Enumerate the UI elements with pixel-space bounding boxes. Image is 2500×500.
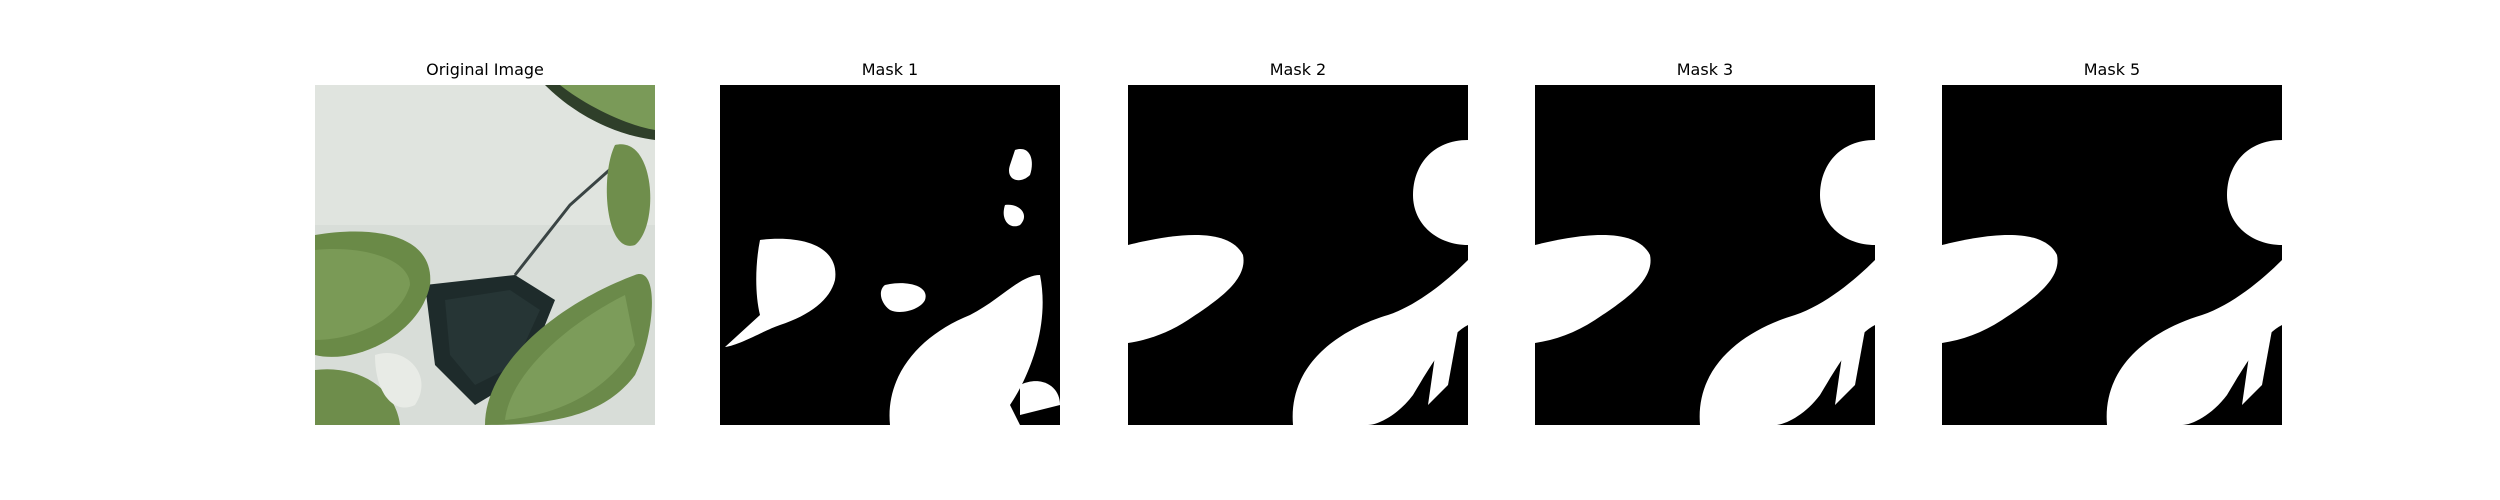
mask-1-illustration xyxy=(720,85,1060,425)
mask-3-illustration xyxy=(1535,85,1875,425)
mask-5-illustration xyxy=(1942,85,2282,425)
mask-3-image xyxy=(1535,85,1875,425)
panel-title: Mask 2 xyxy=(1269,60,1327,79)
panel-title: Mask 5 xyxy=(2083,60,2141,79)
panel-title: Mask 1 xyxy=(861,60,919,79)
mask-1-image xyxy=(720,85,1060,425)
original-photo-illustration xyxy=(315,85,655,425)
mask-2-image xyxy=(1128,85,1468,425)
mask-5-image xyxy=(1942,85,2282,425)
panel-title: Mask 3 xyxy=(1676,60,1734,79)
mask-2-illustration xyxy=(1128,85,1468,425)
original-image xyxy=(315,85,655,425)
panel-title: Original Image xyxy=(426,60,544,79)
